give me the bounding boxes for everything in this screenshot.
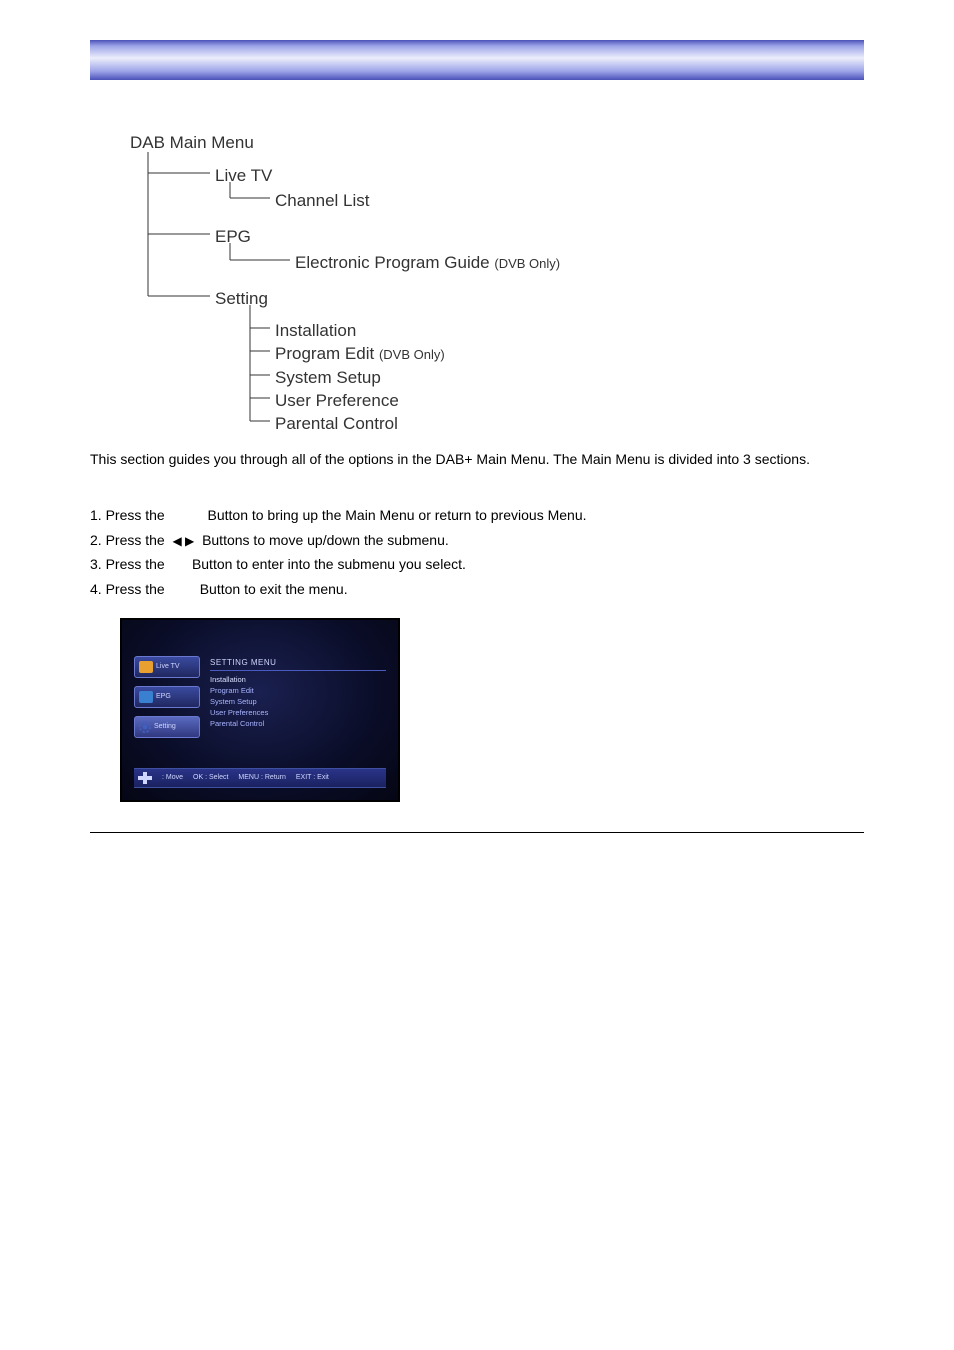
device-btn-setting[interactable]: Setting: [134, 716, 200, 738]
header-gradient-bar: [90, 40, 864, 80]
step-4a: 4. Press the: [90, 581, 165, 597]
tree-live-tv: Live TV: [215, 163, 272, 189]
tree-epg-full: Electronic Program Guide (DVB Only): [295, 250, 560, 276]
tree-system-setup: System Setup: [275, 365, 381, 391]
device-btn-live-tv-label: Live TV: [156, 663, 180, 670]
tree-setting: Setting: [215, 286, 268, 312]
device-footer-menu: MENU : Return: [238, 774, 285, 781]
device-menu-item-2[interactable]: System Setup: [210, 696, 386, 707]
device-btn-live-tv[interactable]: Live TV: [134, 656, 200, 678]
steps-block: 1. Press the Button to bring up the Main…: [90, 504, 864, 600]
step-1: 1. Press the Button to bring up the Main…: [90, 504, 864, 526]
menu-tree-diagram: DAB Main Menu Live TV Channel List EPG E…: [130, 130, 864, 440]
step-4b: Button to exit the menu.: [200, 581, 348, 597]
tree-root: DAB Main Menu: [130, 130, 254, 156]
device-menu-title: SETTING MENU: [210, 656, 386, 671]
arrows-icon: ◀ ▶: [172, 534, 194, 548]
step-3a: 3. Press the: [90, 556, 165, 572]
step-2: 2. Press the ◀ ▶ Buttons to move up/down…: [90, 529, 864, 551]
device-footer-move: : Move: [162, 774, 183, 781]
tree-program-edit-label: Program Edit: [275, 344, 374, 363]
device-menu-item-0[interactable]: Installation: [210, 674, 386, 685]
device-menu-item-3[interactable]: User Preferences: [210, 707, 386, 718]
step-3: 3. Press the Button to enter into the su…: [90, 553, 864, 575]
tree-program-edit-note: (DVB Only): [379, 347, 445, 362]
intro-paragraph: This section guides you through all of t…: [90, 448, 864, 470]
device-footer-bar: : Move OK : Select MENU : Return EXIT : …: [134, 768, 386, 788]
tree-parental: Parental Control: [275, 411, 398, 437]
tree-epg-note: (DVB Only): [494, 256, 560, 271]
device-menu: SETTING MENU Installation Program Edit S…: [210, 656, 386, 738]
dpad-icon: [138, 772, 152, 784]
tree-channel-list: Channel List: [275, 188, 370, 214]
tree-program-edit: Program Edit (DVB Only): [275, 341, 445, 367]
device-screen: Live TV EPG Setting SETTING MENU Install…: [122, 620, 398, 800]
device-btn-epg[interactable]: EPG: [134, 686, 200, 708]
device-menu-item-1[interactable]: Program Edit: [210, 685, 386, 696]
tree-epg: EPG: [215, 224, 251, 250]
step-1b: Button to bring up the Main Menu or retu…: [208, 507, 587, 523]
tree-epg-full-label: Electronic Program Guide: [295, 253, 490, 272]
bottom-rule: [90, 832, 864, 833]
step-2b: Buttons to move up/down the submenu.: [202, 532, 449, 548]
device-btn-epg-label: EPG: [156, 693, 171, 700]
tv-icon: [139, 661, 153, 673]
device-footer-ok: OK : Select: [193, 774, 228, 781]
tree-installation: Installation: [275, 318, 356, 344]
device-side-buttons: Live TV EPG Setting: [134, 656, 200, 738]
device-footer-exit: EXIT : Exit: [296, 774, 329, 781]
tree-user-pref: User Preference: [275, 388, 399, 414]
step-2a: 2. Press the: [90, 532, 165, 548]
guide-icon: [139, 691, 153, 703]
gear-icon: [139, 721, 151, 733]
device-menu-item-4[interactable]: Parental Control: [210, 718, 386, 729]
step-3b: Button to enter into the submenu you sel…: [192, 556, 466, 572]
step-4: 4. Press the Button to exit the menu.: [90, 578, 864, 600]
step-1a: 1. Press the: [90, 507, 165, 523]
device-screenshot: Live TV EPG Setting SETTING MENU Install…: [120, 618, 400, 802]
intro-text: This section guides you through all of t…: [90, 448, 864, 470]
device-btn-setting-label: Setting: [154, 723, 176, 730]
